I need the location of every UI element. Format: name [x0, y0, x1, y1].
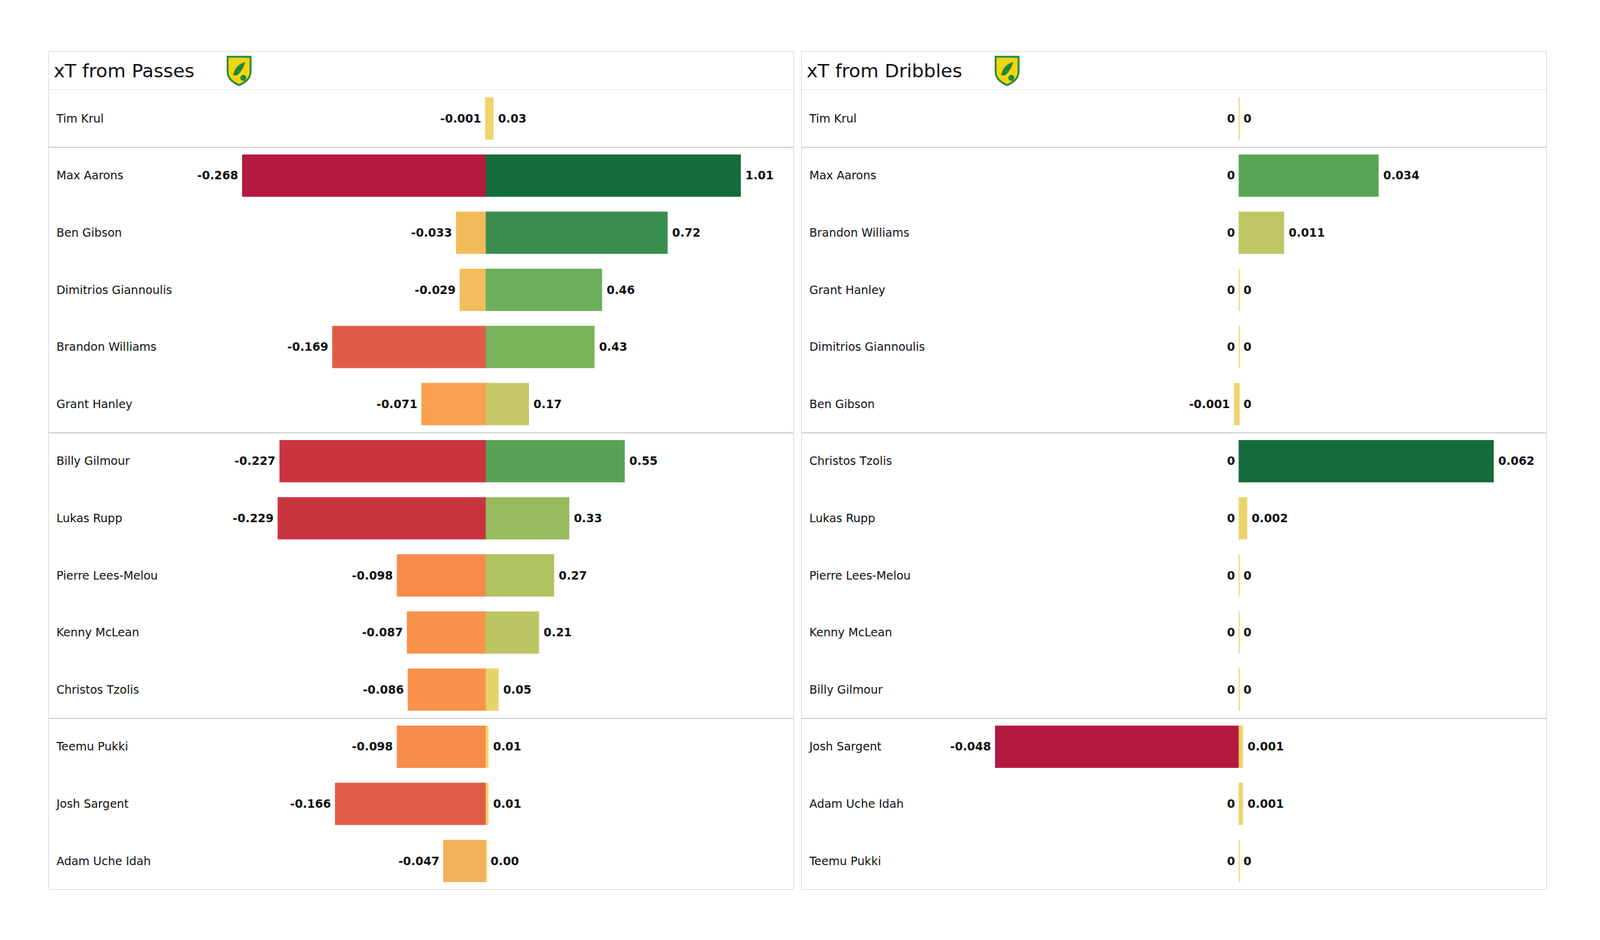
- svg-text:0.17: 0.17: [533, 397, 563, 411]
- svg-text:0: 0: [1243, 854, 1252, 868]
- svg-text:Kenny McLean: Kenny McLean: [56, 625, 140, 639]
- svg-text:0.03: 0.03: [498, 111, 527, 125]
- svg-text:-0.098: -0.098: [352, 739, 394, 753]
- svg-text:-0.071: -0.071: [376, 397, 418, 411]
- svg-text:-0.268: -0.268: [197, 168, 239, 182]
- svg-text:0: 0: [1243, 568, 1252, 583]
- svg-text:Ben Gibson: Ben Gibson: [809, 397, 875, 411]
- svg-text:Tim Krul: Tim Krul: [56, 111, 104, 125]
- svg-text:Pierre Lees-Melou: Pierre Lees-Melou: [809, 568, 912, 583]
- svg-text:0: 0: [1226, 511, 1235, 525]
- svg-text:-0.229: -0.229: [232, 511, 274, 525]
- svg-text:0.011: 0.011: [1288, 225, 1325, 240]
- svg-text:0: 0: [1243, 283, 1252, 297]
- svg-text:-0.048: -0.048: [950, 739, 992, 753]
- svg-text:Max Aarons: Max Aarons: [56, 168, 124, 182]
- svg-text:Dimitrios Giannoulis: Dimitrios Giannoulis: [56, 283, 173, 297]
- svg-text:0: 0: [1243, 625, 1252, 639]
- svg-text:Teemu Pukki: Teemu Pukki: [809, 854, 882, 868]
- svg-text:-0.001: -0.001: [440, 111, 482, 125]
- svg-text:0: 0: [1226, 339, 1235, 354]
- svg-text:Lukas Rupp: Lukas Rupp: [809, 511, 876, 525]
- svg-text:0.55: 0.55: [629, 454, 658, 468]
- svg-text:Christos Tzolis: Christos Tzolis: [809, 454, 893, 468]
- svg-text:0: 0: [1243, 397, 1252, 411]
- svg-text:-0.086: -0.086: [362, 682, 404, 697]
- svg-text:Brandon Williams: Brandon Williams: [56, 339, 157, 354]
- svg-text:0.27: 0.27: [558, 568, 587, 583]
- svg-text:0.001: 0.001: [1247, 796, 1284, 811]
- svg-text:-0.098: -0.098: [352, 568, 394, 583]
- svg-text:0.00: 0.00: [490, 854, 520, 868]
- svg-text:0: 0: [1226, 111, 1235, 125]
- svg-text:Ben Gibson: Ben Gibson: [56, 225, 122, 240]
- svg-text:0: 0: [1243, 682, 1252, 697]
- svg-text:0.33: 0.33: [573, 511, 602, 525]
- svg-text:0.034: 0.034: [1383, 168, 1420, 182]
- svg-text:0: 0: [1243, 339, 1252, 354]
- svg-text:0.21: 0.21: [543, 625, 572, 639]
- svg-text:Christos Tzolis: Christos Tzolis: [56, 682, 140, 697]
- svg-text:-0.227: -0.227: [234, 454, 276, 468]
- svg-text:Josh Sargent: Josh Sargent: [56, 796, 130, 811]
- svg-text:0: 0: [1226, 568, 1235, 583]
- html-text:xT from Dribbles: xT from Dribbles: [806, 59, 963, 82]
- svg-text:Teemu Pukki: Teemu Pukki: [56, 739, 129, 753]
- svg-text:-0.029: -0.029: [414, 283, 456, 297]
- svg-text:0: 0: [1243, 111, 1252, 125]
- svg-text:Grant Hanley: Grant Hanley: [56, 397, 133, 411]
- svg-text:0: 0: [1226, 225, 1235, 240]
- svg-text:Grant Hanley: Grant Hanley: [809, 283, 886, 297]
- svg-text:Lukas Rupp: Lukas Rupp: [56, 511, 123, 525]
- svg-text:0: 0: [1226, 854, 1235, 868]
- svg-text:0.43: 0.43: [598, 339, 628, 354]
- svg-text:Brandon Williams: Brandon Williams: [809, 225, 910, 240]
- svg-text:0.05: 0.05: [502, 682, 532, 697]
- svg-text:0.001: 0.001: [1247, 739, 1284, 753]
- svg-text:Adam Uche Idah: Adam Uche Idah: [56, 854, 151, 868]
- svg-text:0.72: 0.72: [672, 225, 701, 240]
- svg-text:Billy Gilmour: Billy Gilmour: [809, 682, 884, 697]
- svg-text:1.01: 1.01: [745, 168, 774, 182]
- svg-text:Kenny McLean: Kenny McLean: [809, 625, 893, 639]
- svg-text:Adam Uche Idah: Adam Uche Idah: [809, 796, 904, 811]
- svg-text:-0.166: -0.166: [289, 796, 331, 811]
- svg-text:0.01: 0.01: [493, 796, 522, 811]
- svg-text:0: 0: [1226, 168, 1235, 182]
- svg-text:0: 0: [1226, 796, 1235, 811]
- svg-text:0: 0: [1226, 283, 1235, 297]
- svg-text:0: 0: [1226, 454, 1235, 468]
- svg-text:Max Aarons: Max Aarons: [809, 168, 877, 182]
- svg-text:0.002: 0.002: [1251, 511, 1288, 525]
- svg-text:-0.047: -0.047: [398, 854, 440, 868]
- svg-text:Billy Gilmour: Billy Gilmour: [56, 454, 131, 468]
- svg-text:0: 0: [1226, 625, 1235, 639]
- svg-text:Dimitrios Giannoulis: Dimitrios Giannoulis: [809, 339, 926, 354]
- svg-text:0.062: 0.062: [1497, 454, 1535, 468]
- svg-text:0.46: 0.46: [606, 283, 636, 297]
- svg-text:Josh Sargent: Josh Sargent: [809, 739, 883, 753]
- svg-text:-0.169: -0.169: [287, 339, 329, 354]
- svg-text:-0.001: -0.001: [1188, 397, 1230, 411]
- html-text:xT from Passes: xT from Passes: [53, 59, 195, 82]
- svg-text:0.01: 0.01: [493, 739, 522, 753]
- svg-text:-0.033: -0.033: [411, 225, 453, 240]
- svg-text:-0.087: -0.087: [361, 625, 403, 639]
- svg-text:0: 0: [1226, 682, 1235, 697]
- svg-text:Pierre Lees-Melou: Pierre Lees-Melou: [56, 568, 159, 583]
- svg-text:Tim Krul: Tim Krul: [809, 111, 857, 125]
